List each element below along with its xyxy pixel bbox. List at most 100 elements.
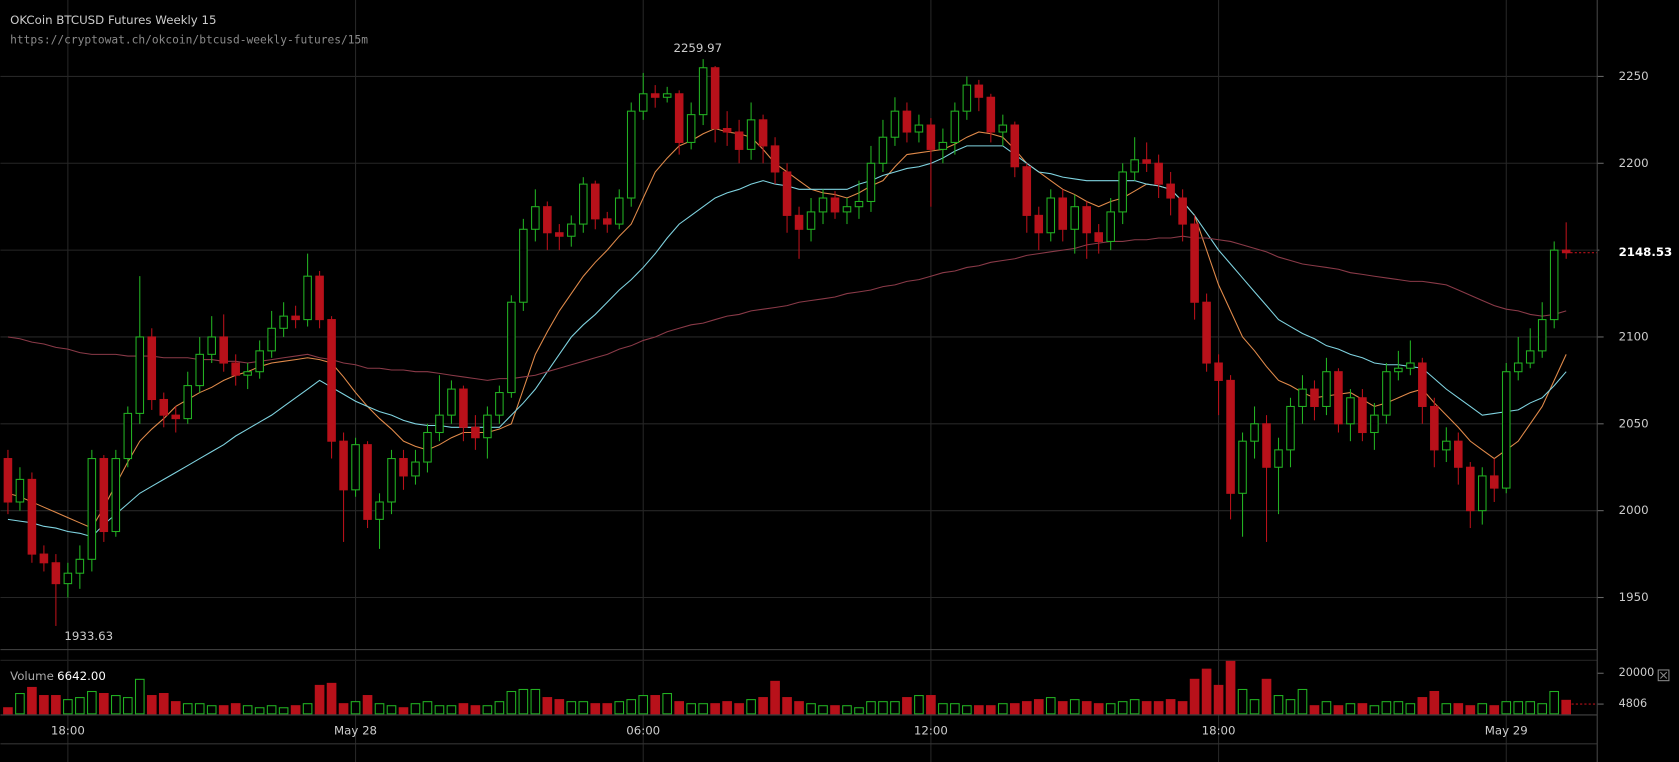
volume-bar (27, 686, 37, 715)
candle-body (1010, 124, 1020, 168)
volume-bar (998, 703, 1008, 715)
candle-body (111, 458, 121, 533)
candle-body (698, 67, 708, 116)
volume-bar (1501, 701, 1512, 715)
current-price-label: 2148.53 (1619, 245, 1673, 259)
volume-bar (1393, 701, 1404, 715)
volume-bar (1177, 701, 1188, 715)
volume-bar (494, 701, 505, 715)
candle-body (950, 110, 960, 143)
candle-body (614, 197, 624, 225)
volume-bar (566, 701, 577, 715)
candle-body (3, 458, 13, 503)
candle-body (998, 124, 1008, 133)
candle-body (602, 218, 612, 225)
volume-bar (458, 703, 469, 715)
candle-body (447, 388, 456, 416)
y-tick-label: 2250 (1619, 69, 1649, 83)
volume-current: 6642.00 (57, 669, 106, 683)
volume-bar (122, 697, 133, 715)
volume-bar (986, 705, 996, 715)
candle-body (375, 501, 384, 520)
volume-bar (962, 705, 972, 715)
volume-bar (530, 688, 541, 715)
x-tick-label: May 28 (334, 723, 377, 737)
volume-bar (302, 703, 313, 715)
volume-bar (830, 705, 840, 715)
candle-body (866, 162, 876, 203)
volume-bar (242, 705, 253, 715)
y-tick-label: 2050 (1619, 416, 1649, 430)
candle-body (207, 336, 216, 355)
candle-body (686, 114, 696, 143)
candle-body (1118, 171, 1127, 213)
candle-body (1346, 397, 1355, 425)
volume-bar (410, 703, 421, 715)
volume-bar (1357, 703, 1368, 715)
volume-tick-label: 4806 (1619, 697, 1648, 710)
candle-body (231, 362, 240, 376)
volume-bar (278, 707, 289, 715)
volume-bar (1057, 701, 1068, 715)
candle-body (87, 458, 97, 560)
candle-body (1178, 197, 1187, 225)
volume-bar (1477, 703, 1488, 715)
volume-bar (638, 695, 649, 715)
volume-bar (1369, 705, 1380, 715)
volume-bar (1093, 703, 1104, 715)
candle-body (39, 553, 49, 564)
volume-bar (1213, 684, 1224, 715)
volume-bar (698, 703, 708, 715)
volume-bar (1249, 699, 1260, 715)
candle-body (267, 327, 276, 352)
candle-body (1310, 388, 1319, 407)
volume-title: Volume (10, 669, 54, 683)
candle-body (555, 232, 564, 237)
candle-body (567, 223, 576, 237)
volume-bar (470, 705, 481, 715)
candle-body (674, 93, 684, 143)
volume-bar (290, 705, 301, 715)
volume-bar (794, 701, 804, 715)
y-tick-label: 2100 (1619, 329, 1649, 343)
close-button[interactable] (1657, 669, 1670, 682)
candle-body (183, 385, 193, 420)
volume-bar (3, 707, 13, 715)
volume-bar (1081, 701, 1092, 715)
candle-body (638, 93, 648, 112)
volume-bar (314, 684, 325, 715)
candle-body (1262, 423, 1271, 468)
candle-body (1477, 475, 1487, 512)
candle-body (519, 228, 528, 303)
volume-bar (206, 705, 217, 715)
volume-bar (1129, 699, 1140, 715)
volume-bar (338, 703, 349, 715)
volume-bar (1537, 703, 1548, 715)
candle-body (1106, 211, 1115, 242)
candle-body (531, 206, 540, 230)
y-tick-label: 2200 (1619, 156, 1649, 170)
volume-bar (914, 695, 924, 715)
volume-bar (1513, 701, 1524, 715)
candle-body (1322, 371, 1331, 407)
volume-bar (842, 705, 852, 715)
volume-bar (87, 690, 97, 715)
volume-bar (542, 697, 553, 715)
candle-body (590, 183, 600, 220)
candle-body (507, 301, 516, 394)
volume-bar (782, 697, 792, 715)
volume-bar (1273, 695, 1284, 715)
candle-body (1513, 362, 1523, 373)
volume-bar (1237, 688, 1248, 715)
candle-body (327, 319, 336, 442)
candle-body (1430, 405, 1439, 451)
candle-body (878, 136, 888, 164)
candle-body (1537, 319, 1547, 352)
volume-bar (770, 680, 780, 715)
volume-bar (326, 682, 337, 715)
candle-body (890, 110, 900, 138)
candle-body (27, 478, 37, 555)
candle-body (794, 214, 804, 230)
candle-body (1094, 232, 1103, 242)
